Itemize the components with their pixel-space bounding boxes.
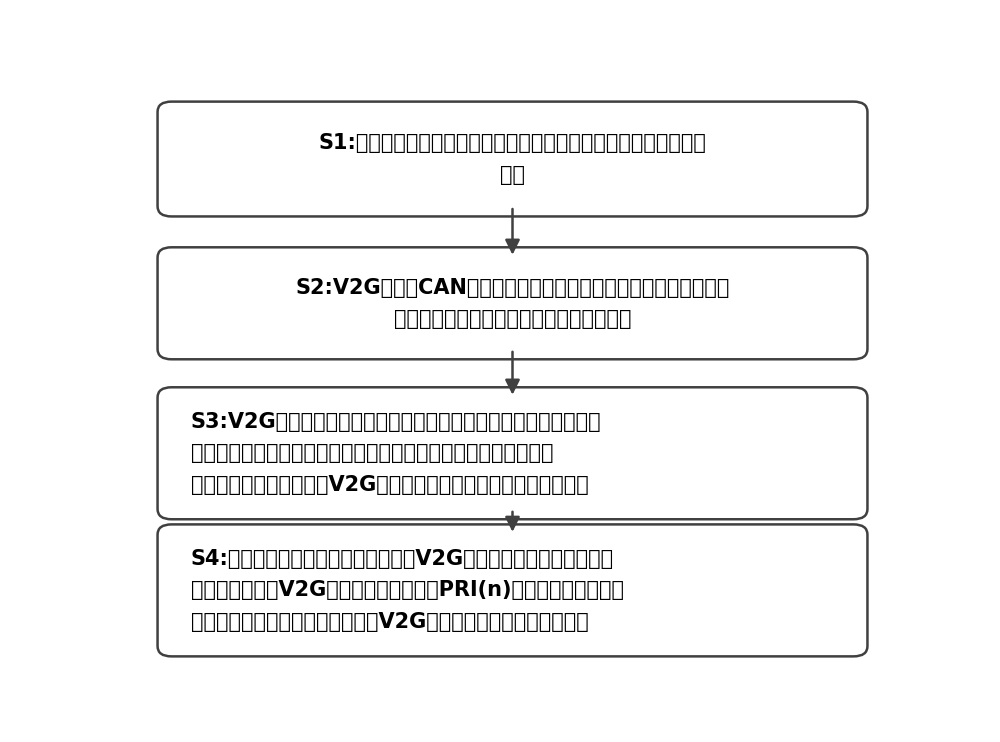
FancyBboxPatch shape	[158, 102, 867, 217]
Text: S1:电动汽车车主输入期望的放电开始时刻、放电结束时刻及放电电: S1:电动汽车车主输入期望的放电开始时刻、放电结束时刻及放电电	[319, 134, 706, 154]
Text: S4:能量管理系统根据所述参数计算出V2G桩放电结束时刻期望的荷电: S4:能量管理系统根据所述参数计算出V2G桩放电结束时刻期望的荷电	[191, 549, 614, 569]
Text: 所述放电优先级调度放电，并控制V2G桩的功率在最佳能量转换点。: 所述放电优先级调度放电，并控制V2G桩的功率在最佳能量转换点。	[191, 612, 589, 632]
Text: S3:V2G桩上报接入电动汽车的参数至能量管理系统，所述参数包括: S3:V2G桩上报接入电动汽车的参数至能量管理系统，所述参数包括	[191, 412, 602, 432]
FancyBboxPatch shape	[158, 525, 867, 657]
Text: 状态、额定最大放电功率和车辆额定容量；: 状态、额定最大放电功率和车辆额定容量；	[394, 309, 631, 329]
FancyBboxPatch shape	[158, 387, 867, 519]
Text: 量；: 量；	[500, 165, 525, 185]
FancyBboxPatch shape	[158, 247, 867, 359]
Text: 出功率、车辆额定容量、V2G桩输出功率与能量转换效率的映射表；: 出功率、车辆额定容量、V2G桩输出功率与能量转换效率的映射表；	[191, 475, 589, 495]
Text: 放电起始时刻、终止时刻、放电电量、车辆荷电状态、额定最大输: 放电起始时刻、终止时刻、放电电量、车辆荷电状态、额定最大输	[191, 443, 553, 463]
Text: S2:V2G桩通过CAN总线与电动汽车交互，获取电动汽车当前的荷电: S2:V2G桩通过CAN总线与电动汽车交互，获取电动汽车当前的荷电	[295, 278, 730, 298]
Text: 状态，并计算出V2G桩当前的放电优先级PRI(n)，能量管理系统根据: 状态，并计算出V2G桩当前的放电优先级PRI(n)，能量管理系统根据	[191, 580, 624, 600]
